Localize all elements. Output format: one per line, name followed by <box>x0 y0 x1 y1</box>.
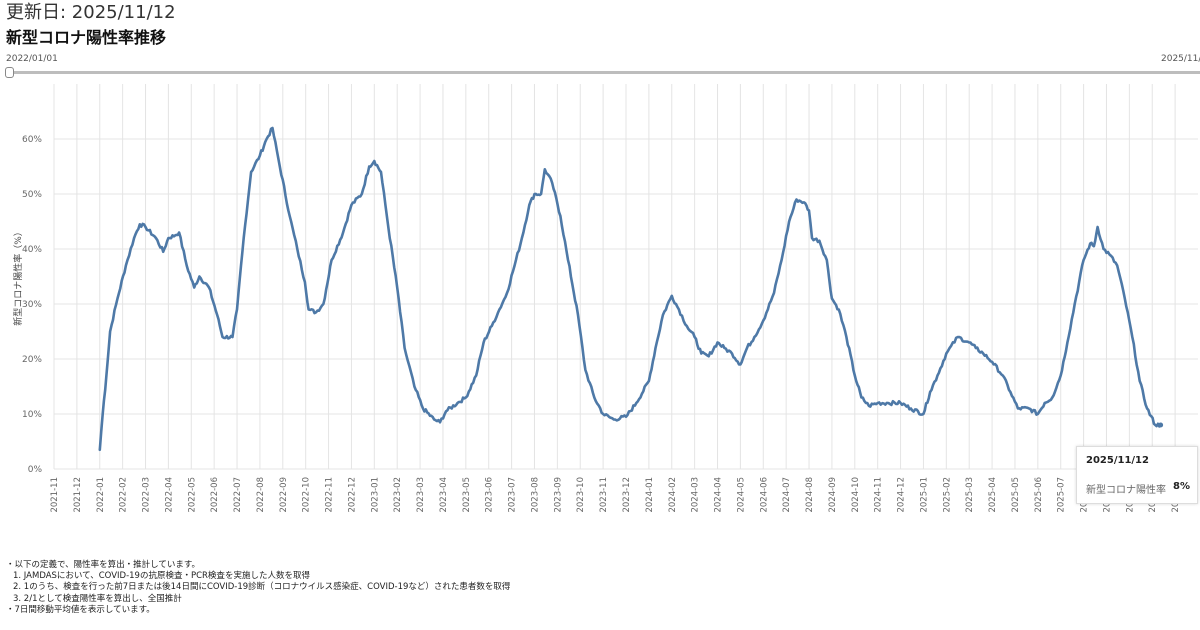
x-tick-label: 2022-08 <box>256 477 266 513</box>
x-tick-label: 2025-06 <box>1034 477 1044 513</box>
footnote-line: ・以下の定義で、陽性率を算出・推計しています。 <box>6 560 201 570</box>
x-tick-label: 2024-07 <box>782 477 792 513</box>
x-tick-label: 2024-02 <box>668 477 678 513</box>
x-tick-label: 2024-09 <box>828 477 838 513</box>
x-tick-label: 2021-11 <box>50 477 60 513</box>
x-tick-label: 2024-08 <box>805 477 815 513</box>
y-tick-label: 30% <box>22 300 42 310</box>
series-line <box>98 126 1162 452</box>
x-tick-label: 2023-12 <box>622 477 632 513</box>
x-tick-label: 2023-10 <box>576 477 586 513</box>
tooltip-date: 2025/11/12 <box>1086 455 1149 466</box>
x-tick-label: 2022-02 <box>119 477 129 513</box>
x-tick-label: 2025-03 <box>965 477 975 513</box>
y-axis-label: 新型コロナ陽性率（%） <box>12 227 24 326</box>
x-tick-label: 2024-04 <box>714 477 724 513</box>
x-tick-label: 2022-01 <box>96 477 106 513</box>
tooltip-value: 8% <box>1173 481 1190 492</box>
date-range-slider[interactable] <box>8 71 1200 74</box>
positivity-line-chart: 0% 10% 20% 30% 40% 50% 60% 2021-11 2021-12 2022-0… <box>12 84 1198 513</box>
x-tick-label: 2025-01 <box>919 477 929 513</box>
x-tick-label: 2024-01 <box>645 477 655 513</box>
footnote-line: 2. 1のうち、検査を行った前7日または後14日間にCOVID-19診断（コロナ… <box>13 582 511 593</box>
x-tick-label: 2023-07 <box>508 477 518 513</box>
x-tick-label: 2025-05 <box>1011 477 1021 513</box>
y-tick-label: 20% <box>22 355 42 365</box>
y-tick-label: 60% <box>22 135 42 145</box>
range-start-handle[interactable] <box>5 67 14 78</box>
updated-date: 更新日: 2025/11/12 <box>6 2 176 23</box>
x-tick-label: 2025-04 <box>988 477 998 513</box>
tooltip-series-name: 新型コロナ陽性率 <box>1086 485 1166 496</box>
x-tick-label: 2023-06 <box>485 477 495 513</box>
x-tick-label: 2025-02 <box>942 477 952 513</box>
footnote-line: 3. 2/1として検査陽性率を算出し、全国推計 <box>13 593 182 604</box>
x-tick-label: 2023-05 <box>462 477 472 513</box>
x-tick-label: 2022-04 <box>164 477 174 513</box>
y-tick-label: 0% <box>28 465 43 475</box>
x-tick-label: 2022-07 <box>233 477 243 513</box>
x-tick-label: 2021-12 <box>73 477 83 513</box>
x-tick-label: 2023-04 <box>439 477 449 513</box>
x-tick-label: 2022-03 <box>142 477 152 513</box>
x-tick-label: 2022-05 <box>187 477 197 513</box>
x-tick-label: 2023-08 <box>530 477 540 513</box>
x-tick-label: 2024-10 <box>851 477 861 513</box>
footnote-line: ・7日間移動平均値を表示しています。 <box>6 604 155 615</box>
range-start-label: 2022/01/01 <box>6 54 58 64</box>
x-tick-label: 2024-12 <box>897 477 907 513</box>
chart-title: 新型コロナ陽性率推移 <box>6 28 167 47</box>
x-tick-label: 2024-06 <box>759 477 769 513</box>
x-tick-label: 2023-09 <box>553 477 563 513</box>
x-tick-label: 2023-11 <box>599 477 609 513</box>
x-tick-label: 2023-01 <box>370 477 380 513</box>
footnote-line: 1. JAMDASにおいて、COVID-19の抗原検査・PCR検査を実施した人数… <box>13 571 310 582</box>
x-tick-label: 2022-11 <box>325 477 335 513</box>
x-tick-label: 2022-12 <box>347 477 357 513</box>
x-tick-label: 2022-10 <box>302 477 312 513</box>
y-tick-label: 10% <box>22 410 42 420</box>
x-tick-label: 2025-07 <box>1057 477 1067 513</box>
x-tick-label: 2024-05 <box>736 477 746 513</box>
x-tick-label: 2024-11 <box>874 477 884 513</box>
x-tick-label: 2022-09 <box>279 477 289 513</box>
range-end-label: 2025/11/12 <box>1161 54 1200 64</box>
x-tick-label: 2024-03 <box>691 477 701 513</box>
y-tick-label: 50% <box>22 190 42 200</box>
x-tick-label: 2023-02 <box>393 477 403 513</box>
hover-tooltip: 2025/11/12 新型コロナ陽性率 8% <box>1076 446 1198 504</box>
x-tick-label: 2022-06 <box>210 477 220 513</box>
series-last-point <box>1158 422 1164 428</box>
y-tick-label: 40% <box>22 245 42 255</box>
footnotes: ・以下の定義で、陽性率を算出・推計しています。 1. JAMDASにおいて、COV… <box>6 560 510 616</box>
x-tick-label: 2023-03 <box>416 477 426 513</box>
